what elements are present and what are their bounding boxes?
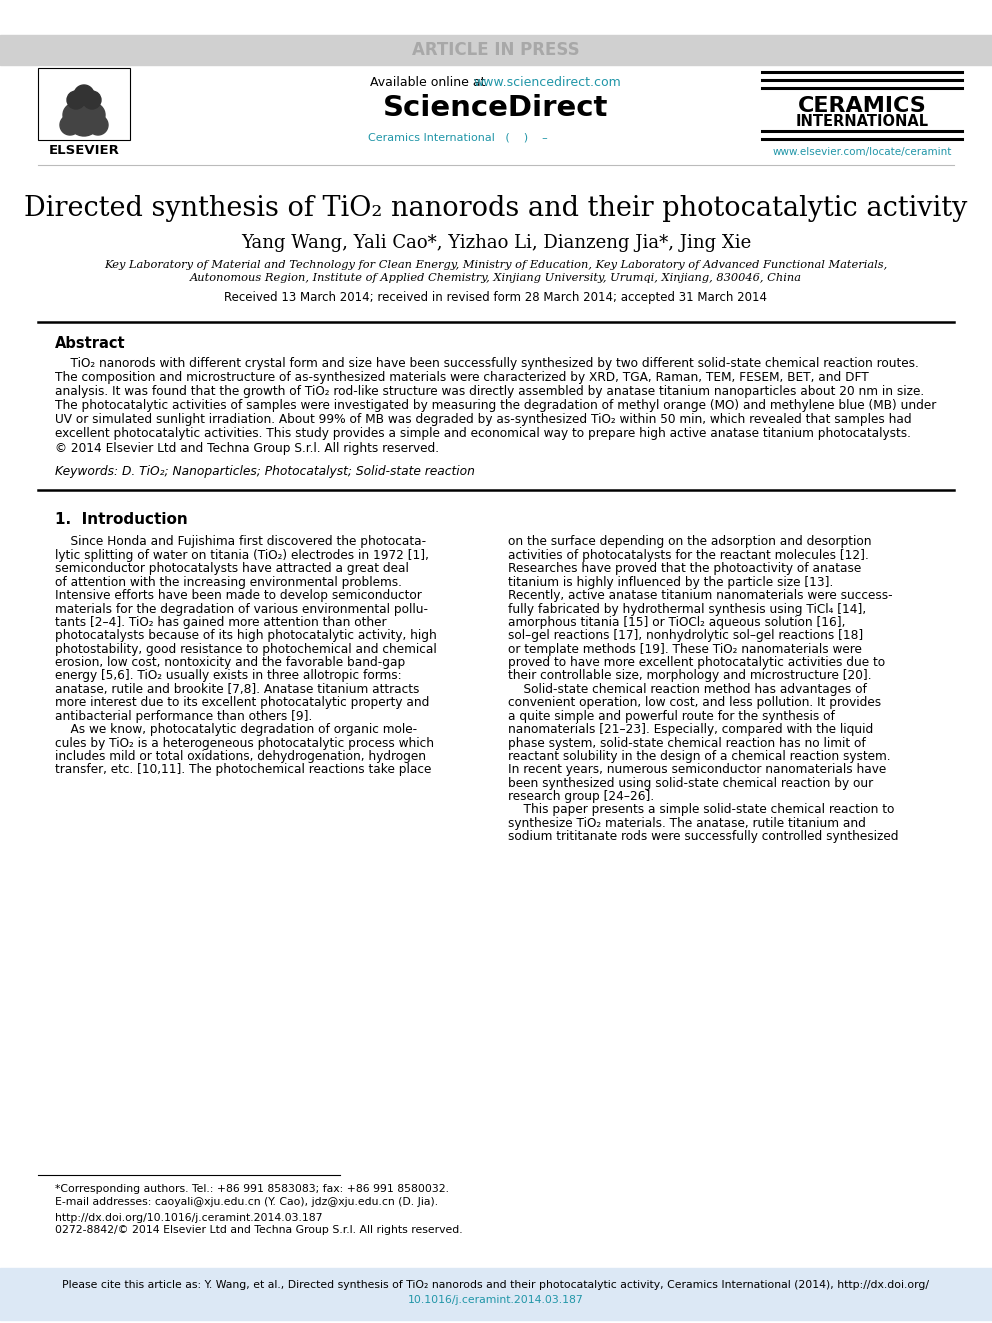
Text: more interest due to its excellent photocatalytic property and: more interest due to its excellent photo…: [55, 696, 430, 709]
Text: fully fabricated by hydrothermal synthesis using TiCl₄ [14],: fully fabricated by hydrothermal synthes…: [508, 602, 866, 615]
Text: Key Laboratory of Material and Technology for Clean Energy, Ministry of Educatio: Key Laboratory of Material and Technolog…: [104, 261, 888, 270]
Text: erosion, low cost, nontoxicity and the favorable band-gap: erosion, low cost, nontoxicity and the f…: [55, 656, 406, 669]
Text: As we know, photocatalytic degradation of organic mole-: As we know, photocatalytic degradation o…: [55, 724, 417, 736]
Text: antibacterial performance than others [9].: antibacterial performance than others [9…: [55, 709, 312, 722]
Circle shape: [70, 91, 98, 119]
Text: photocatalysts because of its high photocatalytic activity, high: photocatalysts because of its high photo…: [55, 630, 436, 642]
Text: lytic splitting of water on titania (TiO₂) electrodes in 1972 [1],: lytic splitting of water on titania (TiO…: [55, 549, 429, 562]
Text: their controllable size, morphology and microstructure [20].: their controllable size, morphology and …: [508, 669, 872, 683]
Text: research group [24–26].: research group [24–26].: [508, 790, 654, 803]
Text: photostability, good resistance to photochemical and chemical: photostability, good resistance to photo…: [55, 643, 436, 656]
Text: The photocatalytic activities of samples were investigated by measuring the degr: The photocatalytic activities of samples…: [55, 400, 936, 411]
Text: Solid-state chemical reaction method has advantages of: Solid-state chemical reaction method has…: [508, 683, 867, 696]
Text: ARTICLE IN PRESS: ARTICLE IN PRESS: [413, 41, 579, 60]
Text: http://dx.doi.org/10.1016/j.ceramint.2014.03.187: http://dx.doi.org/10.1016/j.ceramint.201…: [55, 1213, 322, 1222]
Text: sodium trititanate rods were successfully controlled synthesized: sodium trititanate rods were successfull…: [508, 831, 899, 843]
Text: CERAMICS: CERAMICS: [798, 97, 927, 116]
Circle shape: [88, 115, 108, 135]
Text: Received 13 March 2014; received in revised form 28 March 2014; accepted 31 Marc: Received 13 March 2014; received in revi…: [224, 291, 768, 304]
Text: been synthesized using solid-state chemical reaction by our: been synthesized using solid-state chemi…: [508, 777, 873, 790]
Circle shape: [83, 91, 101, 108]
Text: Please cite this article as: Y. Wang, et al., Directed synthesis of TiO₂ nanorod: Please cite this article as: Y. Wang, et…: [62, 1279, 930, 1290]
Text: excellent photocatalytic activities. This study provides a simple and economical: excellent photocatalytic activities. Thi…: [55, 427, 911, 441]
Circle shape: [60, 115, 80, 135]
Text: energy [5,6]. TiO₂ usually exists in three allotropic forms:: energy [5,6]. TiO₂ usually exists in thr…: [55, 669, 402, 683]
Text: Keywords: D. TiO₂; Nanoparticles; Photocatalyst; Solid-state reaction: Keywords: D. TiO₂; Nanoparticles; Photoc…: [55, 466, 475, 479]
Text: Directed synthesis of TiO₂ nanorods and their photocatalytic activity: Directed synthesis of TiO₂ nanorods and …: [25, 194, 967, 221]
Text: Abstract: Abstract: [55, 336, 126, 352]
Text: In recent years, numerous semiconductor nanomaterials have: In recent years, numerous semiconductor …: [508, 763, 886, 777]
Bar: [0, 1267, 992, 1320]
Text: of attention with the increasing environmental problems.: of attention with the increasing environ…: [55, 576, 402, 589]
Text: INTERNATIONAL: INTERNATIONAL: [796, 114, 929, 128]
Text: materials for the degradation of various environmental pollu-: materials for the degradation of various…: [55, 602, 428, 615]
Circle shape: [67, 91, 85, 108]
Text: includes mild or total oxidations, dehydrogenation, hydrogen: includes mild or total oxidations, dehyd…: [55, 750, 426, 763]
Text: Yang Wang, Yali Cao*, Yizhao Li, Dianzeng Jia*, Jing Xie: Yang Wang, Yali Cao*, Yizhao Li, Dianzen…: [241, 234, 751, 251]
Text: Available online at: Available online at: [370, 75, 489, 89]
Text: nanomaterials [21–23]. Especially, compared with the liquid: nanomaterials [21–23]. Especially, compa…: [508, 724, 873, 736]
Text: anatase, rutile and brookite [7,8]. Anatase titanium attracts: anatase, rutile and brookite [7,8]. Anat…: [55, 683, 420, 696]
Text: Autonomous Region, Institute of Applied Chemistry, Xinjiang University, Urumqi, : Autonomous Region, Institute of Applied …: [190, 273, 802, 283]
Text: 0272-8842/© 2014 Elsevier Ltd and Techna Group S.r.l. All rights reserved.: 0272-8842/© 2014 Elsevier Ltd and Techna…: [55, 1225, 462, 1234]
Text: www.sciencedirect.com: www.sciencedirect.com: [473, 75, 621, 89]
Bar: [0, 34, 992, 65]
Text: analysis. It was found that the growth of TiO₂ rod-like structure was directly a: analysis. It was found that the growth o…: [55, 385, 925, 398]
Circle shape: [74, 85, 94, 105]
Text: activities of photocatalysts for the reactant molecules [12].: activities of photocatalysts for the rea…: [508, 549, 869, 562]
Bar: [38, 67, 130, 140]
Text: 1.  Introduction: 1. Introduction: [55, 512, 187, 528]
Text: phase system, solid-state chemical reaction has no limit of: phase system, solid-state chemical react…: [508, 737, 866, 750]
Text: ScienceDirect: ScienceDirect: [383, 94, 609, 122]
Text: UV or simulated sunlight irradiation. About 99% of MB was degraded by as-synthes: UV or simulated sunlight irradiation. Ab…: [55, 413, 912, 426]
Text: reactant solubility in the design of a chemical reaction system.: reactant solubility in the design of a c…: [508, 750, 891, 763]
Text: synthesize TiO₂ materials. The anatase, rutile titanium and: synthesize TiO₂ materials. The anatase, …: [508, 816, 866, 830]
Circle shape: [63, 103, 87, 127]
Circle shape: [81, 103, 105, 127]
Text: on the surface depending on the adsorption and desorption: on the surface depending on the adsorpti…: [508, 536, 872, 549]
Text: E-mail addresses: caoyali@xju.edu.cn (Y. Cao), jdz@xju.edu.cn (D. Jia).: E-mail addresses: caoyali@xju.edu.cn (Y.…: [55, 1197, 438, 1207]
Text: 10.1016/j.ceramint.2014.03.187: 10.1016/j.ceramint.2014.03.187: [408, 1295, 584, 1304]
Text: Recently, active anatase titanium nanomaterials were success-: Recently, active anatase titanium nanoma…: [508, 589, 893, 602]
Text: a quite simple and powerful route for the synthesis of: a quite simple and powerful route for th…: [508, 709, 835, 722]
Text: Researches have proved that the photoactivity of anatase: Researches have proved that the photoact…: [508, 562, 861, 576]
Text: Intensive efforts have been made to develop semiconductor: Intensive efforts have been made to deve…: [55, 589, 422, 602]
Text: *Corresponding authors. Tel.: +86 991 8583083; fax: +86 991 8580032.: *Corresponding authors. Tel.: +86 991 85…: [55, 1184, 449, 1193]
Text: semiconductor photocatalysts have attracted a great deal: semiconductor photocatalysts have attrac…: [55, 562, 409, 576]
Text: proved to have more excellent photocatalytic activities due to: proved to have more excellent photocatal…: [508, 656, 885, 669]
Text: www.elsevier.com/locate/ceramint: www.elsevier.com/locate/ceramint: [773, 147, 951, 157]
Text: or template methods [19]. These TiO₂ nanomaterials were: or template methods [19]. These TiO₂ nan…: [508, 643, 862, 656]
Text: The composition and microstructure of as-synthesized materials were characterize: The composition and microstructure of as…: [55, 370, 869, 384]
Text: convenient operation, low cost, and less pollution. It provides: convenient operation, low cost, and less…: [508, 696, 881, 709]
Text: Since Honda and Fujishima first discovered the photocata-: Since Honda and Fujishima first discover…: [55, 536, 427, 549]
Bar: [80, 116, 88, 136]
Circle shape: [68, 105, 100, 136]
Text: sol–gel reactions [17], nonhydrolytic sol–gel reactions [18]: sol–gel reactions [17], nonhydrolytic so…: [508, 630, 863, 642]
Text: ELSEVIER: ELSEVIER: [49, 143, 119, 156]
Text: Ceramics International   (    )    –: Ceramics International ( ) –: [368, 132, 558, 142]
Text: © 2014 Elsevier Ltd and Techna Group S.r.l. All rights reserved.: © 2014 Elsevier Ltd and Techna Group S.r…: [55, 442, 439, 455]
Text: cules by TiO₂ is a heterogeneous photocatalytic process which: cules by TiO₂ is a heterogeneous photoca…: [55, 737, 434, 750]
Text: TiO₂ nanorods with different crystal form and size have been successfully synthe: TiO₂ nanorods with different crystal for…: [55, 356, 919, 369]
Text: transfer, etc. [10,11]. The photochemical reactions take place: transfer, etc. [10,11]. The photochemica…: [55, 763, 432, 777]
Text: tants [2–4]. TiO₂ has gained more attention than other: tants [2–4]. TiO₂ has gained more attent…: [55, 617, 387, 628]
Text: This paper presents a simple solid-state chemical reaction to: This paper presents a simple solid-state…: [508, 803, 895, 816]
Text: titanium is highly influenced by the particle size [13].: titanium is highly influenced by the par…: [508, 576, 833, 589]
Text: amorphous titania [15] or TiOCl₂ aqueous solution [16],: amorphous titania [15] or TiOCl₂ aqueous…: [508, 617, 845, 628]
